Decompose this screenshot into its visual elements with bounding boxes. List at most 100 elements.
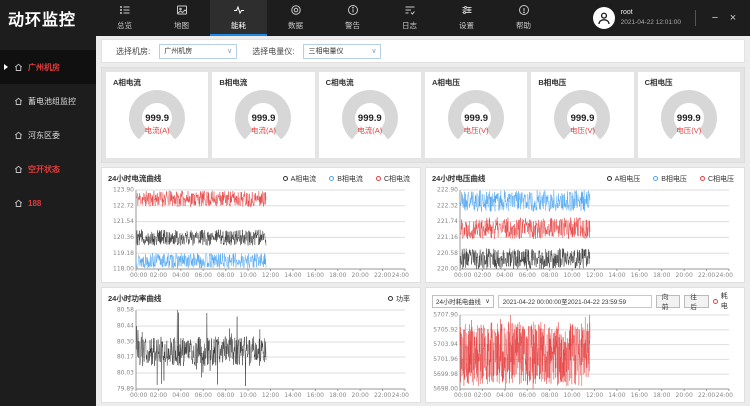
sidebar-item-2[interactable]: 河东区委 — [0, 118, 96, 152]
nav-tab-alerts[interactable]: 警告 — [324, 0, 381, 36]
legend-label: 功率 — [396, 294, 410, 304]
filter-bar: 选择机房: 广州机房 ∨ 选择电量仪: 三相电量仪 ∨ — [101, 39, 745, 63]
user-meta: root 2021-04-22 12:01:00 — [621, 8, 681, 28]
legend-label: C相电流 — [384, 174, 410, 184]
gauge-card-0: A相电流999.9电流(A) — [106, 72, 208, 158]
gauge-card-5: C相电压999.9电压(V) — [638, 72, 740, 158]
main-nav: 总览 地图能耗数据 警告 日志设置帮助 — [96, 0, 552, 36]
chevron-down-icon: ∨ — [485, 298, 490, 305]
room-select-label: 选择机房: — [116, 46, 150, 57]
sidebar-item-0[interactable]: 广州机房 — [0, 50, 96, 84]
gauge-unit-label: 电流(A) — [145, 125, 170, 136]
chart-legend: A相电压 B相电压 C相电压 — [607, 174, 738, 184]
nav-tab-help[interactable]: 帮助 — [495, 0, 552, 36]
legend-label: 耗电 — [721, 291, 734, 311]
topbar: 动环监控 总览 地图能耗数据 警告 日志设置帮助 root 2021-04-22 12… — [0, 0, 750, 36]
nav-tab-settings[interactable]: 设置 — [438, 0, 495, 36]
nav-tab-logs[interactable]: 日志 — [381, 0, 438, 36]
legend-marker-icon — [376, 176, 381, 181]
meter-select-label: 选择电量仪: — [252, 46, 294, 57]
nav-tab-label: 数据 — [288, 20, 303, 31]
info-circle-icon — [347, 4, 359, 18]
legend-label: A相电流 — [291, 174, 317, 184]
gauge-value: 999.9 — [252, 113, 276, 124]
help-circle-icon — [518, 4, 530, 18]
room-select[interactable]: 广州机房 ∨ — [159, 44, 237, 59]
legend-marker-icon — [653, 176, 658, 181]
sidebar-item-3[interactable]: 空开状态 — [0, 152, 96, 186]
sidebar-item-label: 河东区委 — [28, 130, 60, 141]
nav-tab-map[interactable]: 地图 — [153, 0, 210, 36]
app-title: 动环监控 — [0, 0, 96, 36]
close-button[interactable]: × — [724, 12, 742, 24]
legend-marker-icon — [283, 176, 288, 181]
home-icon — [14, 165, 23, 174]
chart-card-3: 24小时耗电曲线∨ 2021-04-22 00:00:00至2021-04-22 … — [425, 287, 745, 403]
chart-legend: A相电流 B相电流 C相电流 — [283, 174, 414, 184]
legend-item-耗电[interactable]: 耗电 — [713, 291, 734, 311]
app-window: 动环监控 总览 地图能耗数据 警告 日志设置帮助 root 2021-04-22 12… — [0, 0, 750, 406]
legend-label: C相电压 — [708, 174, 734, 184]
legend-label: A相电压 — [615, 174, 641, 184]
gauge-title: B相电压 — [538, 77, 626, 88]
legend-item-A相电流[interactable]: A相电流 — [283, 174, 317, 184]
user-avatar-icon[interactable] — [593, 7, 615, 29]
legend-item-B相电流[interactable]: B相电流 — [329, 174, 363, 184]
chart-header: 24小时耗电曲线∨ 2021-04-22 00:00:00至2021-04-22 … — [432, 291, 738, 311]
target-icon — [290, 4, 302, 18]
nav-tab-energy[interactable]: 能耗 — [210, 0, 267, 36]
gauge-title: A相电流 — [113, 77, 201, 88]
chart-canvas-2 — [108, 306, 414, 400]
sidebar-item-label: 空开状态 — [28, 164, 60, 175]
legend-label: B相电压 — [661, 174, 687, 184]
meter-select-value: 三相电量仪 — [308, 46, 343, 56]
legend-item-B相电压[interactable]: B相电压 — [653, 174, 687, 184]
chevron-down-icon: ∨ — [227, 48, 232, 55]
chart-title: 24小时电压曲线 — [432, 173, 485, 184]
home-icon — [14, 97, 23, 106]
gauge-card-1: B相电流 999.9电流(A) — [212, 72, 314, 158]
chart-card-0: 24小时电流曲线A相电流B相电流C相电流 — [101, 167, 421, 283]
legend-label: B相电流 — [337, 174, 363, 184]
list-icon — [119, 4, 131, 18]
chart-type-select[interactable]: 24小时耗电曲线∨ — [432, 295, 494, 308]
meter-select[interactable]: 三相电量仪 ∨ — [303, 44, 381, 59]
gauge-unit-label: 电压(V) — [676, 125, 701, 136]
gauge-unit-label: 电流(A) — [357, 125, 382, 136]
sidebar-item-label: 蓄电池组监控 — [28, 96, 76, 107]
room-select-value: 广州机房 — [164, 46, 192, 56]
sidebar-item-label: 广州机房 — [28, 62, 60, 73]
prev-button[interactable]: 向前 — [656, 295, 680, 308]
legend-item-C相电压[interactable]: C相电压 — [700, 174, 734, 184]
nav-tab-data[interactable]: 数据 — [267, 0, 324, 36]
date-range-input[interactable]: 2021-04-22 00:00:00至2021-04-22 23:59:59 — [498, 295, 652, 308]
home-icon — [14, 199, 23, 208]
minimize-button[interactable]: − — [706, 12, 724, 24]
sidebar-item-1[interactable]: 蓄电池组监控 — [0, 84, 96, 118]
selected-arrow-icon — [4, 64, 8, 70]
sidebar-item-label: 188 — [28, 199, 41, 208]
current-datetime: 2021-04-22 12:01:00 — [621, 18, 681, 27]
legend-marker-icon — [329, 176, 334, 181]
gauge-card-2: C相电流999.9电流(A) — [319, 72, 421, 158]
next-button[interactable]: 往后 — [684, 295, 708, 308]
nav-tab-overview[interactable]: 总览 — [96, 0, 153, 36]
chart-legend: 耗电 — [713, 291, 738, 311]
chart-header: 24小时功率曲线功率 — [108, 291, 414, 306]
legend-item-C相电流[interactable]: C相电流 — [376, 174, 410, 184]
nav-tab-label: 总览 — [117, 20, 132, 31]
nav-tab-label: 帮助 — [516, 20, 531, 31]
gauge-unit-label: 电流(A) — [251, 125, 276, 136]
legend-item-功率[interactable]: 功率 — [388, 294, 410, 304]
nav-tab-label: 警告 — [345, 20, 360, 31]
gauge-unit-label: 电压(V) — [464, 125, 489, 136]
map-icon — [176, 4, 188, 18]
sidebar-item-4[interactable]: 188 — [0, 186, 96, 220]
gauge: 999.9电压(V) — [645, 90, 733, 146]
legend-item-A相电压[interactable]: A相电压 — [607, 174, 641, 184]
gauge-panel: A相电流999.9电流(A)B相电流999.9电流(A)C相电流999.9电流(… — [101, 67, 745, 163]
legend-marker-icon — [388, 296, 393, 301]
topbar-right: root 2021-04-22 12:01:00 − × — [593, 0, 750, 36]
gauge-title: B相电流 — [219, 77, 307, 88]
gauge: 999.9电压(V) — [432, 90, 520, 146]
